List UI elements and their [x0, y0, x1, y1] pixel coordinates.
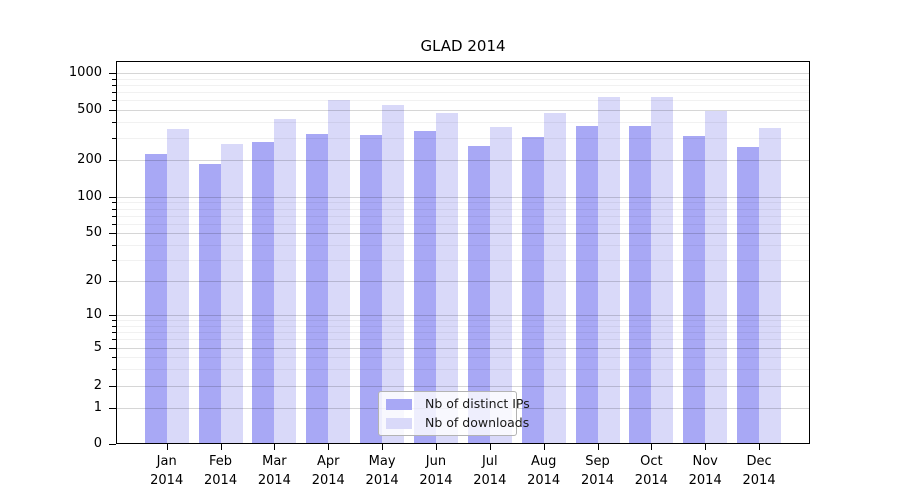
x-tick-month: Dec [746, 454, 772, 469]
plot-frame [116, 61, 810, 444]
legend-label-downloads: Nb of downloads [425, 415, 530, 430]
legend-item-distinct-ips: Nb of distinct IPs [386, 395, 530, 413]
x-axis-tick [382, 444, 384, 450]
x-tick-month: May [368, 454, 396, 469]
x-axis-tick-label: Mar 2014 [242, 452, 306, 490]
x-tick-year: 2014 [204, 473, 238, 488]
y-axis-tick [109, 281, 116, 282]
x-axis-tick [489, 444, 491, 450]
x-tick-year: 2014 [150, 473, 184, 488]
y-axis-tick-label: 100 [77, 189, 102, 204]
legend-swatch-ips [386, 398, 412, 410]
y-axis-tick-label: 500 [77, 102, 102, 117]
x-axis-tick-label: Oct 2014 [619, 452, 683, 490]
x-axis-tick [166, 444, 168, 450]
x-tick-year: 2014 [580, 473, 615, 488]
x-axis-tick [705, 444, 707, 450]
y-axis-tick-label: 5 [93, 340, 102, 355]
y-axis-tick [109, 315, 116, 316]
x-axis-tick-label: Sep 2014 [566, 452, 630, 490]
x-tick-year: 2014 [688, 473, 722, 488]
x-tick-year: 2014 [419, 473, 453, 488]
x-axis-tick-label: Nov 2014 [673, 452, 737, 490]
y-axis-tick-label: 2 [93, 378, 102, 393]
x-axis-tick-label: Dec 2014 [727, 452, 791, 490]
x-axis-tick-label: Feb 2014 [189, 452, 253, 490]
x-tick-year: 2014 [527, 473, 561, 488]
x-tick-year: 2014 [634, 473, 668, 488]
x-axis-tick [220, 444, 222, 450]
y-axis-tick [109, 110, 116, 111]
x-tick-year: 2014 [473, 473, 507, 488]
legend-item-downloads: Nb of downloads [386, 414, 529, 432]
x-tick-year: 2014 [257, 473, 291, 488]
y-axis-tick-label: 20 [85, 273, 102, 288]
y-axis-tick [109, 73, 116, 74]
x-axis-tick-label: Aug 2014 [512, 452, 576, 490]
legend-swatch-downloads [386, 417, 412, 429]
y-axis-tick-label: 1000 [68, 65, 102, 80]
y-axis-tick [109, 160, 116, 161]
y-axis-tick [109, 233, 116, 234]
y-axis-tick [109, 444, 116, 445]
x-tick-year: 2014 [742, 473, 776, 488]
legend-label-ips: Nb of distinct IPs [425, 396, 530, 411]
x-tick-month: Mar [262, 454, 287, 469]
x-tick-month: Nov [692, 454, 718, 469]
x-axis-tick-label: Apr 2014 [296, 452, 360, 490]
x-axis-tick-label: Jan 2014 [135, 452, 199, 490]
x-axis-tick [328, 444, 330, 450]
y-axis-tick-label: 10 [85, 307, 102, 322]
x-axis-tick [597, 444, 599, 450]
y-axis-tick [109, 348, 116, 349]
x-tick-year: 2014 [365, 473, 399, 488]
x-axis-tick [759, 444, 761, 450]
x-axis-tick-label: Jul 2014 [458, 452, 522, 490]
x-tick-year: 2014 [311, 473, 345, 488]
x-tick-month: Sep [585, 454, 610, 469]
x-axis-tick [435, 444, 437, 450]
x-tick-month: Feb [209, 454, 233, 469]
x-tick-month: Aug [530, 454, 557, 469]
x-tick-month: Jul [481, 454, 498, 469]
x-axis-tick [274, 444, 276, 450]
y-axis-tick [109, 197, 116, 198]
x-tick-month: Apr [317, 454, 340, 469]
y-axis-tick [109, 386, 116, 387]
x-axis-tick-label: Jun 2014 [404, 452, 468, 490]
y-axis-tick-label: 200 [77, 152, 102, 167]
legend: Nb of distinct IPs Nb of downloads [378, 391, 530, 436]
x-axis-tick [543, 444, 545, 450]
y-axis-tick-label: 50 [85, 225, 102, 240]
x-axis-tick-label: May 2014 [350, 452, 414, 490]
chart-title: GLAD 2014 [420, 37, 506, 55]
x-tick-month: Oct [640, 454, 663, 469]
y-axis-tick [109, 408, 116, 409]
y-axis-tick-label: 0 [93, 436, 102, 451]
x-tick-month: Jun [425, 454, 447, 469]
y-axis-tick-label: 1 [93, 400, 102, 415]
x-tick-month: Jan [156, 454, 177, 469]
x-axis-tick [651, 444, 653, 450]
